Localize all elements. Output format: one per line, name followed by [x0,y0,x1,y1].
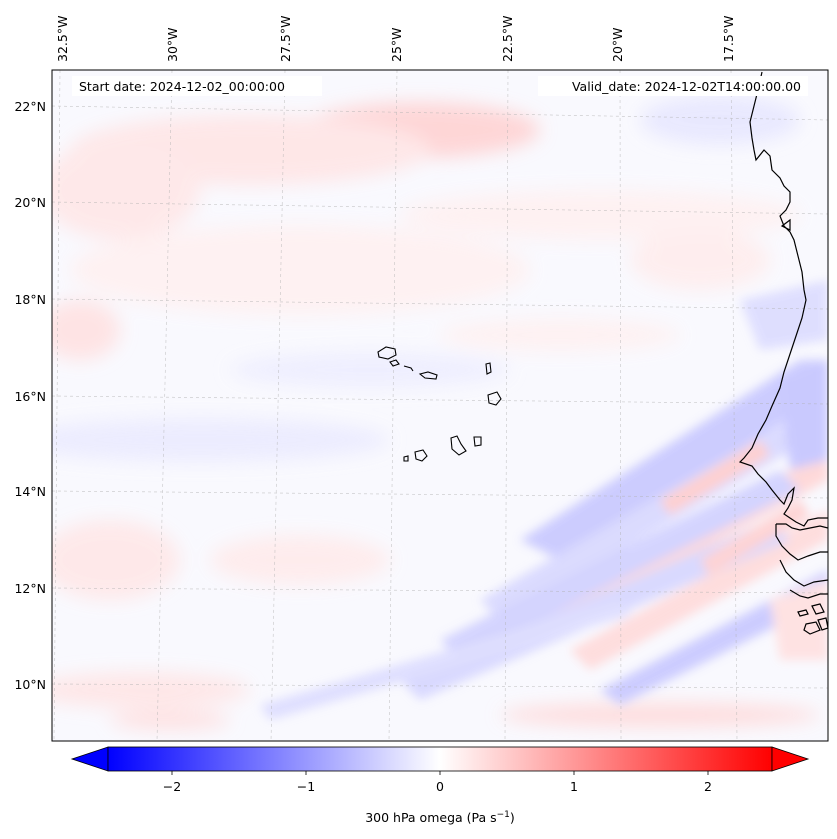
island-santo-antao [377,346,397,360]
colorbar-label: 300 hPa omega (Pa s−1) [365,810,515,825]
colorbar-tick-1: 1 [570,779,578,794]
lon-label-27-5w: 27.5°W [278,16,293,62]
colorbar-ticks [171,771,709,775]
island-santa-luzia [418,371,438,380]
lat-label-10n: 10°N [14,677,46,692]
island-boa-vista [487,391,502,406]
longitude-labels: 32.5°W 30°W 27.5°W 25°W 22.5°W 20°W 17.5… [55,16,736,62]
island-maio [473,436,482,447]
lat-label-20n: 20°N [14,195,46,210]
map-frame [51,69,829,742]
colorbar-tick-neg2: −2 [163,779,181,794]
start-date-label: Start date: 2024-12-02_00:00:00 [79,79,285,94]
colorbar-extend-max [771,746,810,772]
start-date-box [72,76,322,96]
colorbar-tick-neg1: −1 [297,779,315,794]
lon-label-30w: 30°W [165,27,180,62]
island-santiago [450,435,467,456]
colorbar-tick-2: 2 [704,779,712,794]
colorbar-label-exponent: −1 [497,810,510,820]
island-sao-vicente [389,359,400,367]
lon-label-20w: 20°W [610,27,625,62]
lat-label-14n: 14°N [14,484,46,499]
valid-date-box [538,76,808,96]
lat-label-18n: 18°N [14,292,46,307]
colorbar-label-close: ) [510,810,515,825]
island-sao-nicolau [403,365,414,372]
colorbar-extend-min [70,746,109,772]
omega-field [52,95,828,730]
map-panel [52,70,828,741]
lon-label-32-5w: 32.5°W [55,16,70,62]
colorbar-label-main: 300 hPa omega (Pa s [365,810,496,825]
gridlines [52,70,828,741]
colorbar-gradient [107,746,773,772]
lon-label-17-5w: 17.5°W [721,16,736,62]
lon-label-25w: 25°W [389,27,404,62]
island-sal [485,362,492,375]
lat-label-12n: 12°N [14,581,46,596]
valid-date-label: Valid_date: 2024-12-02T14:00:00.00 [572,79,801,94]
lat-label-22n: 22°N [14,99,46,114]
island-brava [403,455,409,462]
africa-coastline [738,71,828,635]
latitude-labels: 22°N 20°N 18°N 16°N 14°N 12°N 10°N [14,99,46,692]
colorbar-tick-0: 0 [436,779,444,794]
colorbar: −2 −1 0 1 2 300 hPa omega (Pa s−1) [70,746,810,825]
cape-verde-islands [377,346,502,462]
island-fogo [414,449,428,462]
lat-label-16n: 16°N [14,389,46,404]
lon-label-22-5w: 22.5°W [500,16,515,62]
